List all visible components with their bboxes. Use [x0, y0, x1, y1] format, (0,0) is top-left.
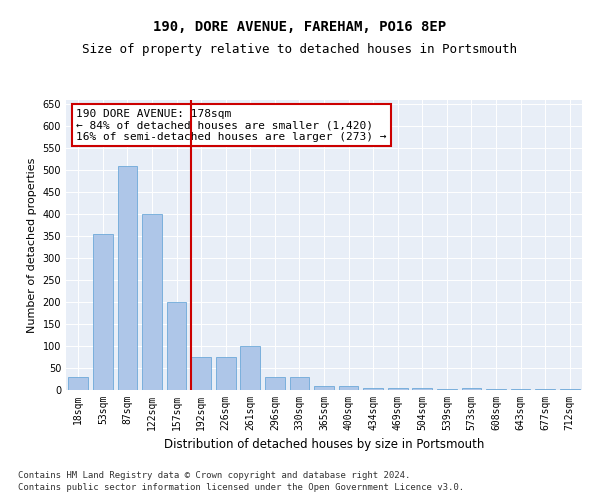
Text: Contains HM Land Registry data © Crown copyright and database right 2024.: Contains HM Land Registry data © Crown c… [18, 471, 410, 480]
Bar [167, 302, 187, 390]
Bar [437, 389, 457, 390]
Bar [93, 234, 113, 390]
Bar [364, 388, 383, 390]
X-axis label: Distribution of detached houses by size in Portsmouth: Distribution of detached houses by size … [164, 438, 484, 452]
Bar [461, 388, 481, 390]
Text: Contains public sector information licensed under the Open Government Licence v3: Contains public sector information licen… [18, 484, 464, 492]
Bar [191, 357, 211, 390]
Bar [68, 377, 88, 390]
Text: 190, DORE AVENUE, FAREHAM, PO16 8EP: 190, DORE AVENUE, FAREHAM, PO16 8EP [154, 20, 446, 34]
Text: 190 DORE AVENUE: 178sqm
← 84% of detached houses are smaller (1,420)
16% of semi: 190 DORE AVENUE: 178sqm ← 84% of detache… [76, 108, 387, 142]
Bar [314, 386, 334, 390]
Bar [412, 388, 432, 390]
Bar [290, 377, 309, 390]
Bar [535, 389, 555, 390]
Bar [265, 377, 284, 390]
Bar [241, 346, 260, 390]
Bar [388, 388, 407, 390]
Bar [560, 389, 580, 390]
Y-axis label: Number of detached properties: Number of detached properties [27, 158, 37, 332]
Bar [118, 166, 137, 390]
Text: Size of property relative to detached houses in Portsmouth: Size of property relative to detached ho… [83, 42, 517, 56]
Bar [216, 357, 236, 390]
Bar [339, 386, 358, 390]
Bar [486, 389, 506, 390]
Bar [142, 214, 162, 390]
Bar [511, 389, 530, 390]
